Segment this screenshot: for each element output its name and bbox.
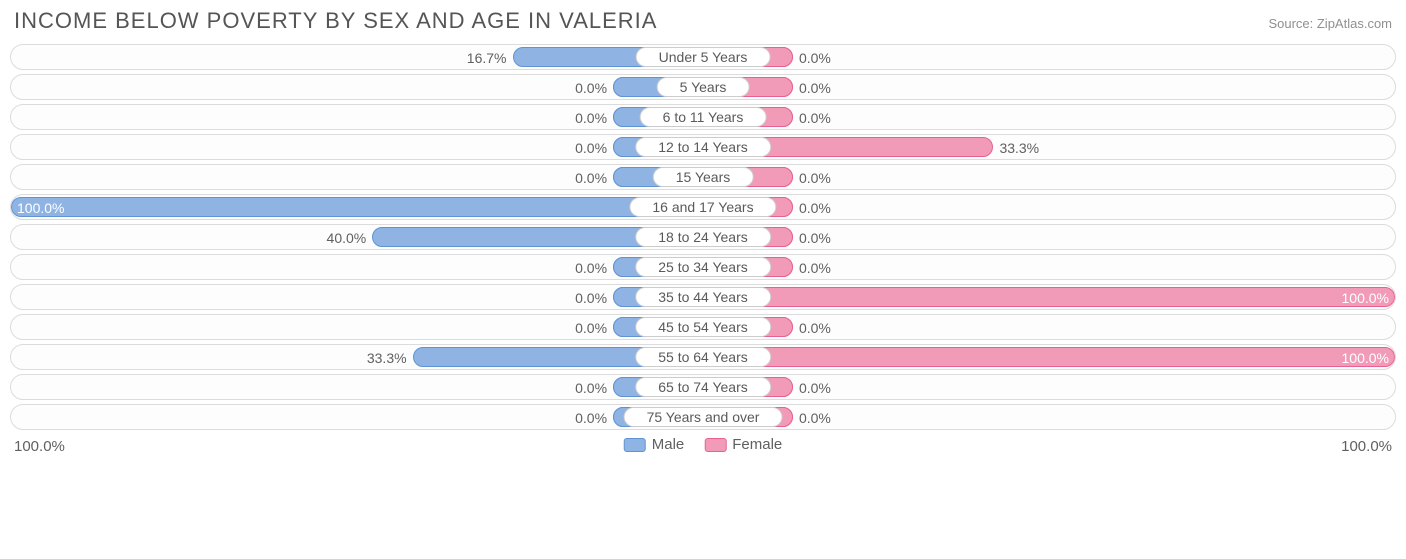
- chart-row: 0.0% 100.0% 35 to 44 Years: [10, 284, 1396, 310]
- female-value-label: 0.0%: [799, 405, 831, 430]
- male-value-label: 0.0%: [575, 405, 607, 430]
- male-value-label: 0.0%: [575, 315, 607, 340]
- male-value-label: 0.0%: [575, 375, 607, 400]
- axis-max-label: 100.0%: [1341, 438, 1392, 455]
- chart-row: 40.0% 0.0% 18 to 24 Years: [10, 224, 1396, 250]
- female-value-label: 100.0%: [1342, 345, 1389, 370]
- legend-item-female: Female: [704, 436, 782, 453]
- male-swatch-icon: [624, 438, 646, 452]
- male-bar: [11, 197, 703, 217]
- female-value-label: 0.0%: [799, 105, 831, 130]
- category-label: 35 to 44 Years: [635, 287, 771, 307]
- category-label: 5 Years: [657, 77, 750, 97]
- male-value-label: 40.0%: [327, 225, 367, 250]
- female-value-label: 0.0%: [799, 225, 831, 250]
- chart-row: 0.0% 0.0% 25 to 34 Years: [10, 254, 1396, 280]
- female-value-label: 0.0%: [799, 195, 831, 220]
- chart-title: INCOME BELOW POVERTY BY SEX AND AGE IN V…: [14, 8, 657, 34]
- chart-rows: 16.7%0.0%Under 5 Years0.0%0.0%5 Years0.0…: [10, 44, 1396, 430]
- category-label: 65 to 74 Years: [635, 377, 771, 397]
- category-label: 55 to 64 Years: [635, 347, 771, 367]
- female-value-label: 0.0%: [799, 165, 831, 190]
- category-label: 18 to 24 Years: [635, 227, 771, 247]
- female-value-label: 0.0%: [799, 375, 831, 400]
- female-value-label: 33.3%: [999, 135, 1039, 160]
- chart-footer: 100.0% Male Female 100.0%: [10, 434, 1396, 462]
- male-value-label: 33.3%: [367, 345, 407, 370]
- chart-container: INCOME BELOW POVERTY BY SEX AND AGE IN V…: [0, 0, 1406, 468]
- category-label: 6 to 11 Years: [640, 107, 767, 127]
- female-value-label: 0.0%: [799, 75, 831, 100]
- category-label: 25 to 34 Years: [635, 257, 771, 277]
- chart-row: 0.0% 0.0% 5 Years: [10, 74, 1396, 100]
- axis-min-label: 100.0%: [14, 438, 65, 455]
- chart-legend: Male Female: [624, 436, 783, 453]
- chart-row: 0.0% 0.0% 65 to 74 Years: [10, 374, 1396, 400]
- chart-row: 0.0% 0.0% 45 to 54 Years: [10, 314, 1396, 340]
- male-value-label: 0.0%: [575, 105, 607, 130]
- female-swatch-icon: [704, 438, 726, 452]
- category-label: 45 to 54 Years: [635, 317, 771, 337]
- category-label: 75 Years and over: [624, 407, 783, 427]
- chart-header: INCOME BELOW POVERTY BY SEX AND AGE IN V…: [10, 8, 1396, 44]
- category-label: 16 and 17 Years: [629, 197, 776, 217]
- chart-row: 0.0% 0.0% 6 to 11 Years: [10, 104, 1396, 130]
- chart-row: 0.0% 0.0% 75 Years and over: [10, 404, 1396, 430]
- category-label: Under 5 Years: [636, 47, 771, 67]
- chart-source: Source: ZipAtlas.com: [1268, 16, 1392, 31]
- legend-male-label: Male: [652, 436, 685, 453]
- male-value-label: 16.7%: [467, 45, 507, 70]
- chart-row: 100.0% 0.0% 16 and 17 Years: [10, 194, 1396, 220]
- chart-row: 0.0% 33.3% 12 to 14 Years: [10, 134, 1396, 160]
- chart-row: 16.7% 0.0% Under 5 Years: [10, 44, 1396, 70]
- category-label: 12 to 14 Years: [635, 137, 771, 157]
- legend-item-male: Male: [624, 436, 685, 453]
- male-value-label: 0.0%: [575, 285, 607, 310]
- chart-row: 33.3% 100.0% 55 to 64 Years: [10, 344, 1396, 370]
- female-value-label: 100.0%: [1342, 285, 1389, 310]
- chart-row: 0.0% 0.0% 15 Years: [10, 164, 1396, 190]
- female-value-label: 0.0%: [799, 255, 831, 280]
- male-value-label: 0.0%: [575, 165, 607, 190]
- female-bar: [703, 347, 1395, 367]
- male-value-label: 0.0%: [575, 75, 607, 100]
- male-value-label: 0.0%: [575, 135, 607, 160]
- female-bar: [703, 287, 1395, 307]
- male-value-label: 0.0%: [575, 255, 607, 280]
- category-label: 15 Years: [653, 167, 754, 187]
- male-value-label: 100.0%: [17, 195, 64, 220]
- female-value-label: 0.0%: [799, 45, 831, 70]
- female-value-label: 0.0%: [799, 315, 831, 340]
- legend-female-label: Female: [732, 436, 782, 453]
